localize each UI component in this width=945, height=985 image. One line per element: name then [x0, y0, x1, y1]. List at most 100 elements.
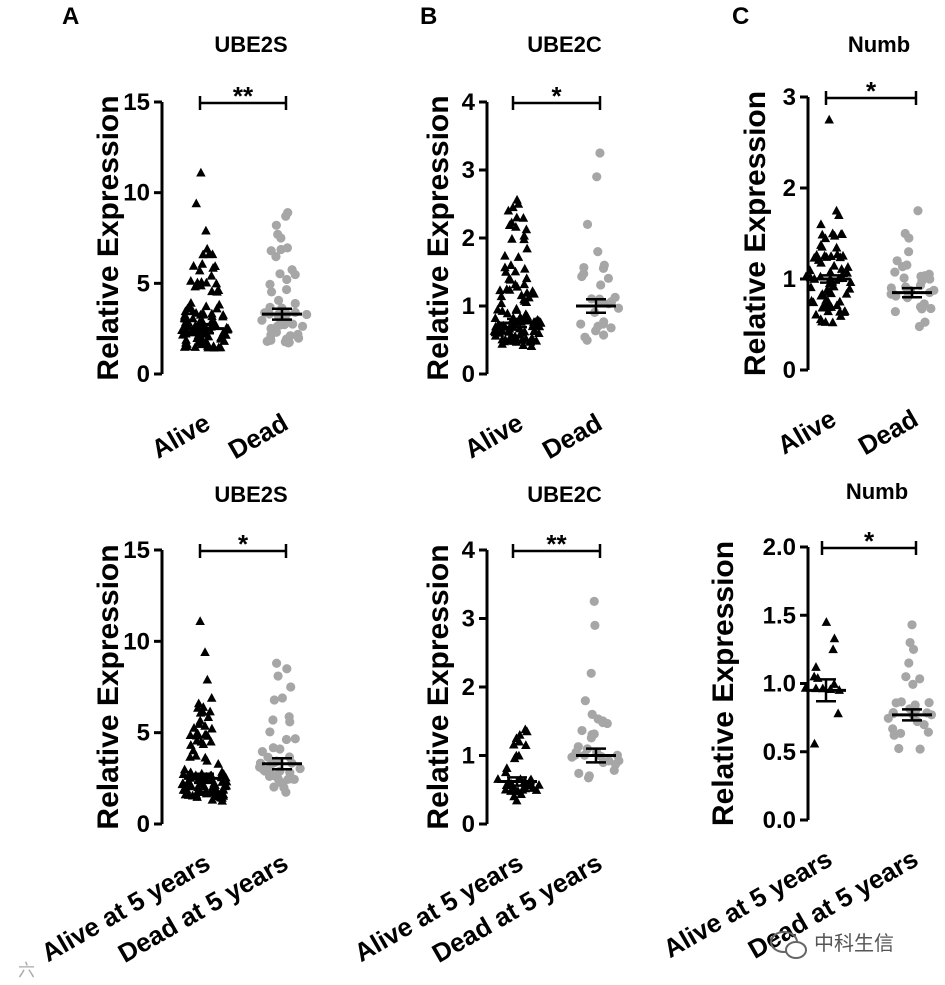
data-point [920, 317, 930, 327]
y-tick-label: 0.0 [763, 807, 796, 834]
series-dead [257, 208, 312, 348]
data-point [178, 323, 188, 333]
data-point [838, 268, 849, 277]
data-point [195, 309, 206, 319]
data-point [194, 265, 205, 275]
y-tick-label: 1 [462, 293, 475, 320]
data-point [181, 335, 191, 344]
data-point [589, 596, 599, 606]
data-point [504, 220, 515, 230]
data-point [210, 261, 220, 270]
data-point [890, 306, 900, 317]
data-point [824, 114, 834, 124]
data-point [502, 763, 512, 773]
data-point [924, 698, 934, 708]
data-point [514, 750, 524, 760]
significance-label: * [238, 529, 249, 559]
x-category-label: Dead [853, 403, 923, 461]
data-point [209, 779, 219, 789]
data-point [204, 249, 214, 259]
y-tick-label: 15 [123, 537, 150, 564]
data-point [290, 269, 300, 280]
data-point [268, 715, 278, 725]
y-tick-label: 2 [783, 175, 796, 202]
data-point [182, 303, 193, 313]
data-point [201, 729, 211, 739]
data-point [285, 717, 295, 727]
data-point [188, 261, 199, 270]
data-point [507, 234, 517, 243]
series-alive [493, 724, 544, 805]
data-point [195, 616, 205, 625]
data-point [290, 734, 300, 744]
series-alive [800, 617, 846, 748]
data-point [297, 321, 308, 331]
data-point [302, 309, 312, 320]
data-point [273, 671, 283, 681]
data-point [904, 247, 914, 257]
y-tick-label: 5 [137, 720, 150, 747]
series-alive [177, 616, 232, 805]
y-tick-label: 0 [462, 361, 475, 388]
y-tick-label: 1.0 [763, 671, 796, 698]
data-point [202, 674, 213, 684]
chart-title: Numb [848, 32, 910, 57]
data-point [513, 252, 524, 261]
data-point [200, 720, 210, 730]
data-point [886, 283, 896, 293]
data-point [519, 295, 530, 305]
data-point [490, 313, 501, 323]
data-point [211, 278, 222, 288]
data-point [582, 219, 593, 229]
data-point [218, 311, 228, 321]
data-point [813, 255, 824, 264]
data-point [207, 311, 217, 321]
data-point [190, 342, 200, 351]
data-point [816, 240, 826, 249]
data-point [213, 758, 224, 768]
data-point [603, 273, 614, 283]
y-axis-label: Relative Expression [707, 541, 740, 826]
data-point [276, 244, 286, 255]
data-point [806, 282, 816, 292]
y-tick-label: 4 [462, 89, 476, 116]
data-point [269, 695, 279, 705]
series-dead [255, 658, 305, 797]
data-point [521, 740, 531, 749]
data-point [924, 269, 934, 279]
data-point [265, 727, 275, 737]
data-point [522, 287, 532, 297]
data-point [281, 734, 292, 745]
data-point [823, 306, 833, 316]
data-point [829, 260, 839, 270]
data-point [206, 736, 216, 746]
data-point [277, 693, 287, 703]
y-tick-label: 3 [462, 157, 475, 184]
data-point [222, 324, 233, 334]
data-point [265, 279, 275, 289]
data-point [188, 313, 198, 323]
data-point [889, 730, 899, 740]
data-point [915, 674, 925, 684]
data-point [520, 263, 530, 273]
significance-label: ** [233, 81, 254, 111]
x-category-label: Dead [537, 407, 607, 465]
data-point [570, 750, 580, 760]
data-point [276, 233, 286, 243]
data-point [211, 791, 221, 801]
data-point [835, 296, 845, 306]
data-point [811, 309, 821, 319]
data-point [183, 776, 194, 786]
data-point [591, 326, 601, 336]
data-point [212, 286, 222, 296]
watermark: 六 中科生信 [18, 931, 894, 980]
data-point [495, 285, 505, 295]
data-point [264, 771, 275, 781]
data-point [198, 702, 209, 711]
y-tick-label: 1 [462, 743, 475, 770]
data-point [206, 692, 217, 702]
data-point [610, 759, 621, 769]
data-point [290, 298, 300, 309]
